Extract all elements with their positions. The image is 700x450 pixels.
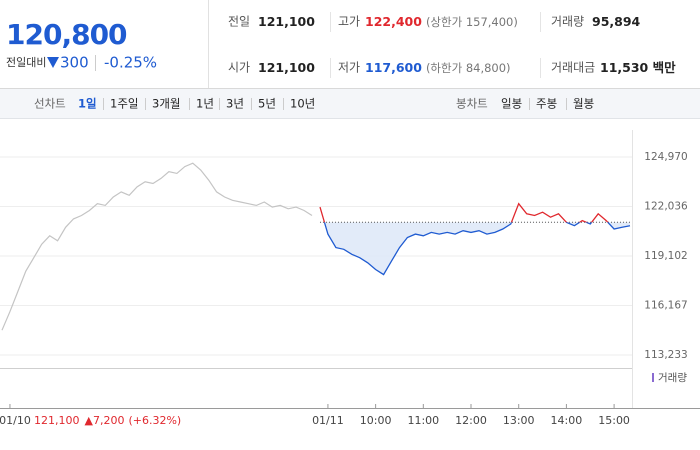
- stat-value-text: 11,530 백만: [600, 60, 676, 75]
- stat-value: 95,894: [592, 14, 641, 29]
- y-tick-label: 113,233: [644, 349, 687, 361]
- stat-value: 122,400 (상한가 157,400): [365, 14, 518, 29]
- period-tab[interactable]: 3개월: [152, 97, 180, 111]
- prev-day-change-pct: (+6.32%): [128, 414, 181, 427]
- x-tick-label: 14:00: [551, 414, 583, 427]
- change-percent: -0.25%: [104, 54, 157, 72]
- candle-tab[interactable]: 월봉: [573, 97, 594, 111]
- stat-value-text: 121,100: [258, 60, 315, 75]
- price-line: [1, 162, 313, 331]
- y-tick-label: 122,036: [644, 200, 688, 212]
- candle-tab[interactable]: 주봉: [536, 97, 557, 111]
- volume-legend-icon: [652, 373, 654, 382]
- period-tab[interactable]: 1주일: [110, 97, 138, 111]
- x-tick-label: 11:00: [407, 414, 439, 427]
- y-tick-label: 119,102: [644, 250, 687, 262]
- period-tab[interactable]: 1일: [78, 97, 97, 111]
- current-price: 120,800: [6, 18, 127, 51]
- y-tick-label: 124,970: [644, 151, 687, 163]
- x-tick-label: 01/11: [312, 414, 344, 427]
- stat-value: 11,530 백만: [600, 60, 676, 75]
- stat-value-text: 121,100: [258, 14, 315, 29]
- stat-label: 저가: [338, 61, 360, 75]
- stat-label: 고가: [338, 15, 360, 29]
- change-label: 전일대비: [6, 55, 46, 69]
- x-tick-label: 15:00: [598, 414, 630, 427]
- stat-value-text: 117,600: [365, 60, 422, 75]
- down-arrow-icon: [47, 57, 59, 68]
- stat-label: 시가: [228, 61, 250, 75]
- candle-tab[interactable]: 일봉: [501, 97, 522, 111]
- stat-value: 121,100: [258, 14, 315, 29]
- period-tab[interactable]: 1년: [196, 97, 214, 111]
- prev-day-price: 121,100: [34, 414, 80, 427]
- x-tick-label: 01/10: [0, 414, 31, 427]
- price-line: [323, 222, 631, 276]
- prev-day-change: 7,200: [93, 414, 125, 427]
- stat-value-text: 122,400: [365, 14, 422, 29]
- stat-label: 거래대금: [551, 61, 595, 75]
- volume-label: 거래량: [658, 372, 687, 384]
- stat-label: 거래량: [551, 15, 584, 29]
- x-tick-label: 13:00: [503, 414, 535, 427]
- x-tick-label: 12:00: [455, 414, 487, 427]
- up-arrow-icon: ▲: [85, 414, 94, 427]
- stat-value: 121,100: [258, 60, 315, 75]
- period-tab[interactable]: 10년: [290, 97, 315, 111]
- stat-sub: (하한가 84,800): [426, 61, 511, 75]
- tab-group-label: 봉차트: [456, 97, 488, 111]
- tab-group-label: 선차트: [34, 97, 66, 111]
- stat-value: 117,600 (하한가 84,800): [365, 60, 511, 75]
- change-value: 300: [60, 54, 89, 72]
- x-tick-label: 10:00: [360, 414, 392, 427]
- y-tick-label: 116,167: [644, 299, 687, 311]
- prev-day-info: 121,100 ▲7,200 (+6.32%): [34, 414, 181, 427]
- stat-value-text: 95,894: [592, 14, 641, 29]
- stat-sub: (상한가 157,400): [426, 15, 518, 29]
- stat-label: 전일: [228, 15, 250, 29]
- period-tab[interactable]: 3년: [226, 97, 244, 111]
- period-tab[interactable]: 5년: [258, 97, 276, 111]
- price-area: [324, 222, 630, 275]
- header-bg: [0, 0, 700, 88]
- tabs-bar: [0, 89, 700, 118]
